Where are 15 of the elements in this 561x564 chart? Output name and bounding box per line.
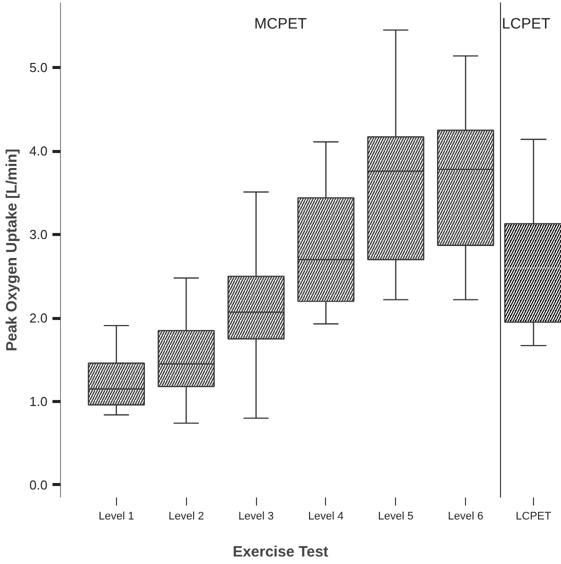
x-axis-title: Exercise Test <box>232 544 328 560</box>
y-tick-label: 3.0 <box>29 227 48 242</box>
y-tick-label: 4.0 <box>29 144 48 159</box>
x-tick-label: Level 2 <box>168 510 204 522</box>
x-tick-label: Level 3 <box>238 510 274 522</box>
x-tick-label: Level 6 <box>448 510 484 522</box>
y-tick-label: 2.0 <box>29 310 48 326</box>
y-tick-label: 1.0 <box>29 394 48 410</box>
y-tick-label: 0.0 <box>29 477 48 492</box>
y-axis-title: Peak Oxygen Uptake [L/min] <box>3 148 20 352</box>
y-tick-label: 5.0 <box>29 60 48 76</box>
x-tick-label: Level 5 <box>378 510 414 522</box>
x-tick-label: Level 4 <box>308 510 344 522</box>
x-tick-label: Level 1 <box>98 510 134 522</box>
text: MCPET <box>254 16 307 32</box>
